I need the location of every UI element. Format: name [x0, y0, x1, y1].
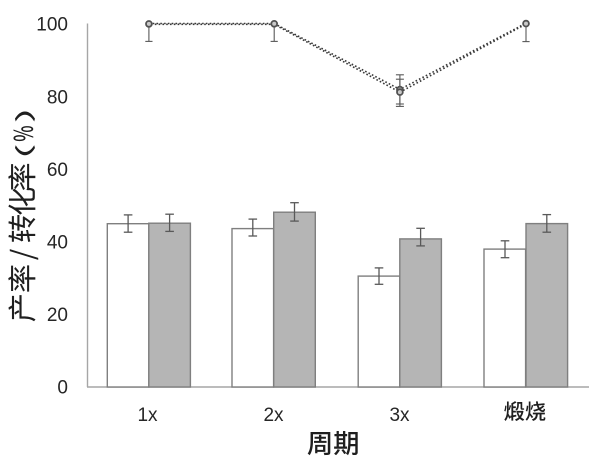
svg-text:40: 40	[47, 233, 68, 254]
svg-text:0: 0	[57, 378, 68, 399]
svg-text:60: 60	[47, 160, 68, 181]
svg-text:2x: 2x	[263, 405, 284, 426]
svg-text:100: 100	[36, 15, 68, 36]
svg-text:3x: 3x	[389, 405, 410, 426]
svg-text:80: 80	[47, 87, 68, 108]
svg-text:1x: 1x	[137, 405, 158, 426]
svg-text:20: 20	[47, 305, 68, 326]
